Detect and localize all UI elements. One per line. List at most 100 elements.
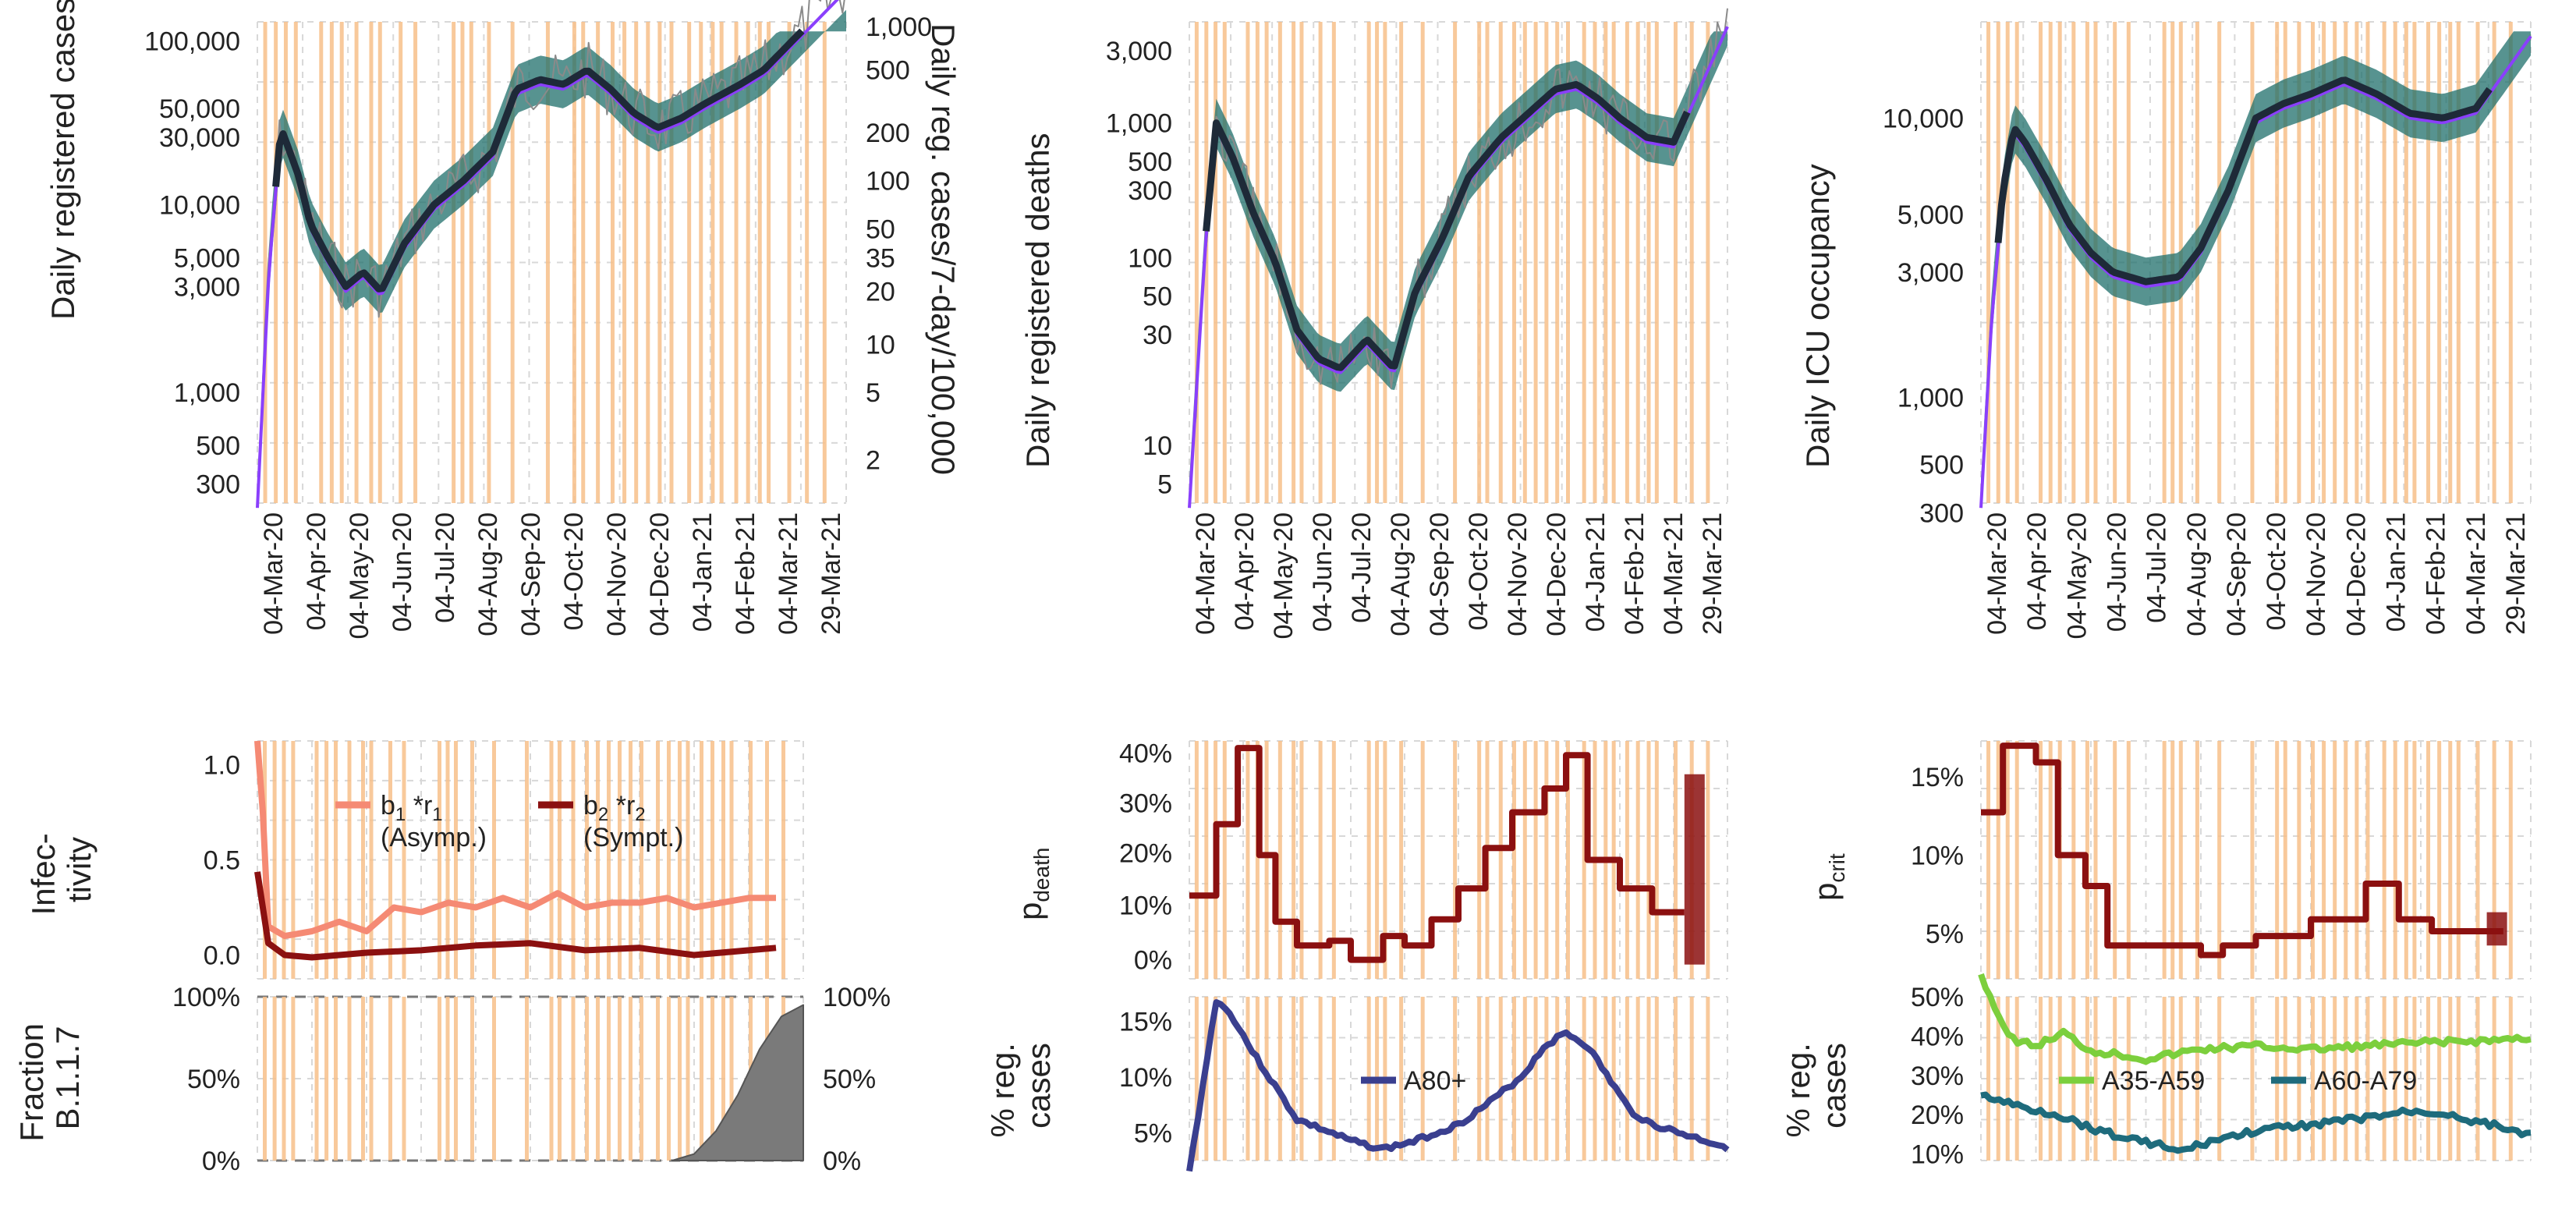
y-tick-labels: 10,000 5,000 3,000 1,000 500 300 (1883, 104, 1964, 528)
event-band (2039, 22, 2043, 503)
event-band (1331, 741, 1336, 979)
event-band (1625, 741, 1629, 979)
event-band (1299, 741, 1304, 979)
event-band (2093, 741, 2098, 979)
y-tick-label: 0.5 (204, 846, 240, 876)
event-band (314, 741, 319, 979)
y-tick-label: 30% (1911, 1061, 1964, 1091)
y-tick-label: 40% (1911, 1022, 1964, 1051)
event-band (1689, 22, 1694, 503)
event-band (585, 741, 589, 979)
event-band (618, 741, 622, 979)
y-tick-label: 30 (1143, 321, 1172, 350)
event-band (1204, 22, 1209, 503)
y-tick-label: 5,000 (174, 243, 240, 273)
event-band (2195, 741, 2199, 979)
event-band (1674, 22, 1678, 503)
series-lines (1189, 745, 1705, 965)
event-band (2437, 997, 2442, 1161)
event-band (1996, 741, 2000, 979)
y-tick-labels-right: 100% 50% 0% (823, 983, 891, 1176)
bands (263, 741, 785, 979)
x-tick-label: 04-Jul-20 (431, 512, 460, 623)
event-band (1522, 22, 1527, 503)
series-lines (1981, 742, 2507, 959)
event-band (1453, 997, 1458, 1161)
event-band (787, 22, 792, 503)
event-band (2195, 997, 2199, 1161)
event-band (361, 741, 365, 979)
y-tick-label: 15% (1119, 1008, 1172, 1037)
legend-sympt-main: b2 *r2 (583, 791, 646, 825)
panel-pcrit: 15% 10% 5% pcrit (1807, 740, 2532, 980)
pdeath-range (1684, 774, 1705, 965)
y-tick-label: 30% (1119, 789, 1172, 818)
legend: A80+ (1361, 1066, 1466, 1096)
event-band (2057, 741, 2062, 979)
event-band (2048, 22, 2053, 503)
event-band (2283, 741, 2287, 979)
event-band (2039, 741, 2043, 979)
event-band (1566, 997, 1570, 1161)
event-band (2170, 741, 2175, 979)
event-band (492, 997, 496, 1161)
event-band (388, 997, 392, 1161)
event-band (2355, 741, 2359, 979)
event-band (1555, 741, 1560, 979)
x-tick-label: 04-Mar-20 (1191, 512, 1221, 635)
event-band (656, 741, 660, 979)
event-band (492, 741, 496, 979)
x-tick-label: 04-Oct-20 (1464, 512, 1494, 630)
y-tick-label: 300 (196, 470, 240, 499)
y-tick-label: 10,000 (159, 190, 240, 220)
event-band (2297, 22, 2301, 503)
event-band (1420, 997, 1425, 1161)
event-band (369, 741, 374, 979)
x-tick-label: 04-Jun-20 (388, 512, 417, 632)
x-tick-labels: 04-Mar-20 04-Apr-20 04-May-20 04-Jun-20 04-J… (259, 512, 846, 640)
event-band (438, 997, 441, 1161)
y-tick-label: 5% (1926, 920, 1964, 949)
event-band (2508, 22, 2513, 503)
series-lines (671, 1004, 804, 1161)
event-band (1611, 22, 1616, 503)
event-band (1555, 997, 1560, 1161)
y-tick-label: 10 (1143, 431, 1172, 461)
y-axis-label-line1: % reg. (984, 1043, 1021, 1137)
event-band (640, 741, 643, 979)
y-tick-label: 100,000 (144, 27, 240, 57)
y-tick-label: 10,000 (1883, 104, 1964, 133)
y-tick-labels: 40% 30% 20% 10% 0% (1119, 739, 1172, 975)
y-tick-label: 20 (866, 278, 895, 307)
event-band (596, 997, 600, 1161)
event-band (1214, 997, 1218, 1161)
x-tick-label: 29-Mar-21 (1698, 512, 1727, 635)
event-band (667, 997, 671, 1161)
x-tick-label: 04-Dec-20 (1542, 512, 1571, 636)
y-tick-labels: 50% 40% 30% 20% 10% (1911, 983, 1964, 1170)
event-band (1522, 741, 1527, 979)
event-band (805, 22, 810, 503)
event-band (2344, 741, 2348, 979)
a60-line (1980, 1091, 2532, 1154)
x-tick-label: 04-Jan-21 (688, 512, 718, 632)
ci-area (1189, 31, 1727, 501)
event-band (2217, 741, 2222, 979)
y-tick-label: 50% (1911, 983, 1964, 1012)
y-tick-label: 100% (172, 983, 240, 1012)
event-band (2448, 741, 2453, 979)
x-tick-label: 29-Mar-21 (2501, 512, 2531, 635)
y-axis-label: % reg. cases (1780, 1033, 1852, 1137)
event-band (1299, 22, 1304, 503)
event-band (2404, 997, 2408, 1161)
event-band (2382, 22, 2386, 503)
event-band (2048, 997, 2053, 1161)
event-band (324, 741, 329, 979)
event-band (283, 22, 288, 503)
event-band (1635, 22, 1640, 503)
event-band (2365, 741, 2370, 979)
event-band (2344, 22, 2348, 503)
event-band (2412, 997, 2417, 1161)
